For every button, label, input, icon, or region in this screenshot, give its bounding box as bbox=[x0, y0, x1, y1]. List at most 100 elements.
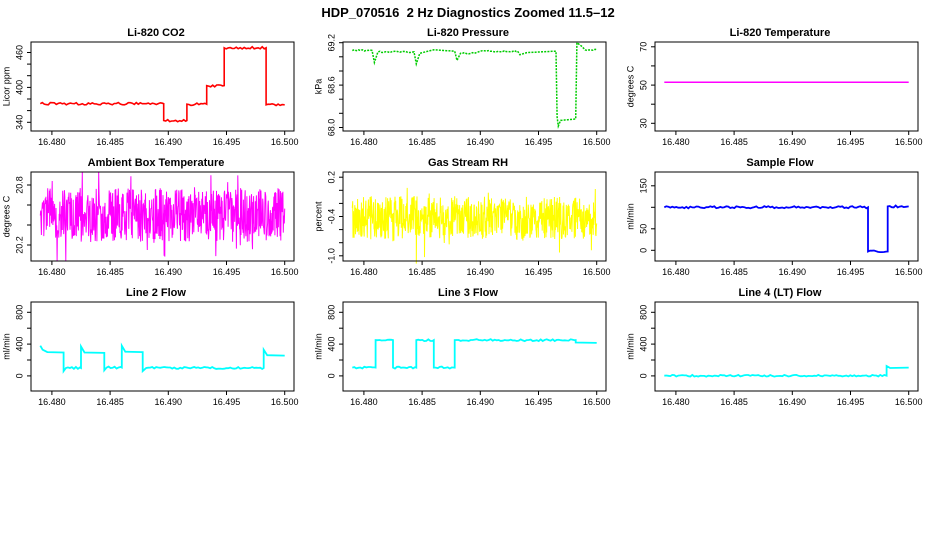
y-axis-label: Licor ppm bbox=[1, 67, 11, 107]
chart-title: Li-820 Pressure bbox=[427, 27, 509, 39]
x-tick-label: 16.485 bbox=[408, 397, 436, 407]
chart-title: Ambient Box Temperature bbox=[87, 157, 225, 169]
y-tick-label: 0 bbox=[638, 248, 648, 253]
chart-panel-ambient-box-temperature: 16.480 16.485 16.490 16.495 16.500 20.2 20.8 de… bbox=[0, 155, 312, 285]
chart-li820-pressure: 16.480 16.485 16.490 16.495 16.500 68.0 68.6 69… bbox=[313, 34, 610, 147]
series-line bbox=[39, 45, 285, 123]
chart-ambient-box-temperature: 16.480 16.485 16.490 16.495 16.500 20.2 20.8de… bbox=[1, 171, 299, 277]
chart-title: Li-820 CO2 bbox=[127, 27, 185, 39]
chart-line4-lt-flow: 16.480 16.485 16.490 16.495 16.500 0 400 800 ml/… bbox=[625, 301, 923, 407]
chart-title: Sample Flow bbox=[746, 157, 814, 169]
x-tick-label: 16.495 bbox=[213, 137, 241, 147]
y-tick-label: 69.2 bbox=[326, 34, 336, 52]
y-tick-label: 400 bbox=[638, 337, 648, 352]
x-tick-label: 16.480 bbox=[350, 137, 378, 147]
y-tick-label: 30 bbox=[638, 118, 648, 128]
chart-panel-line4-lt-flow: 16.480 16.485 16.490 16.495 16.500 0 400 800 ml/… bbox=[624, 285, 936, 415]
x-tick-label: 16.500 bbox=[583, 267, 611, 277]
y-tick-label: 20.8 bbox=[14, 176, 24, 194]
y-tick-label: 460 bbox=[14, 45, 24, 60]
plot-box bbox=[342, 171, 607, 262]
plot-box bbox=[30, 41, 295, 132]
y-axis-label: ml/min bbox=[625, 333, 635, 360]
chart-panel-li820-temperature: 16.480 16.485 16.490 16.495 16.500 30 50 70 degr… bbox=[624, 25, 936, 155]
x-tick-label: 16.500 bbox=[895, 137, 923, 147]
chart-gas-stream-rh: 16.480 16.485 16.490 16.495 16.500 -1.0 -0.4 0.… bbox=[313, 171, 611, 277]
series-line bbox=[39, 342, 285, 374]
x-tick-label: 16.490 bbox=[155, 397, 183, 407]
chart-line3-flow: 16.480 16.485 16.490 16.495 16.500 0 400 800 ml/… bbox=[313, 301, 611, 407]
series-line bbox=[351, 187, 598, 264]
series-line bbox=[39, 171, 286, 262]
y-axis-label: ml/min bbox=[1, 333, 11, 360]
x-tick-label: 16.495 bbox=[837, 397, 865, 407]
x-tick-label: 16.480 bbox=[662, 267, 690, 277]
plot-box bbox=[342, 301, 607, 392]
chart-panel-gas-stream-rh: 16.480 16.485 16.490 16.495 16.500 -1.0 -0.4 0.… bbox=[312, 155, 624, 285]
x-tick-label: 16.500 bbox=[271, 267, 299, 277]
y-axis-label: degrees C bbox=[625, 65, 635, 107]
x-tick-label: 16.485 bbox=[408, 267, 436, 277]
x-tick-label: 16.480 bbox=[662, 397, 690, 407]
y-tick-label: 400 bbox=[14, 337, 24, 352]
x-tick-label: 16.485 bbox=[96, 137, 124, 147]
chart-panel-line2-flow: 16.480 16.485 16.490 16.495 16.500 0 400 800 ml/… bbox=[0, 285, 312, 415]
x-tick-label: 16.495 bbox=[837, 267, 865, 277]
x-tick-label: 16.500 bbox=[895, 397, 923, 407]
y-tick-label: 0 bbox=[638, 373, 648, 378]
x-tick-label: 16.480 bbox=[38, 267, 66, 277]
x-tick-label: 16.490 bbox=[467, 137, 495, 147]
x-tick-label: 16.495 bbox=[525, 397, 553, 407]
plot-box bbox=[654, 301, 919, 392]
y-tick-label: 50 bbox=[638, 80, 648, 90]
y-tick-label: 0 bbox=[326, 373, 336, 378]
x-tick-label: 16.495 bbox=[837, 137, 865, 147]
x-tick-label: 16.490 bbox=[467, 267, 495, 277]
x-tick-label: 16.490 bbox=[155, 267, 183, 277]
chart-panel-sample-flow: 16.480 16.485 16.490 16.495 16.500 0 50 150 ml/m… bbox=[624, 155, 936, 285]
y-tick-label: 0.2 bbox=[326, 171, 336, 184]
y-tick-label: -1.0 bbox=[326, 248, 336, 264]
x-tick-label: 16.490 bbox=[779, 267, 807, 277]
chart-title: Line 2 Flow bbox=[126, 287, 186, 299]
plot-box bbox=[30, 301, 295, 392]
y-tick-label: 400 bbox=[326, 337, 336, 352]
y-axis-label: percent bbox=[313, 201, 323, 232]
series-line bbox=[664, 364, 909, 378]
y-tick-label: 68.0 bbox=[326, 119, 336, 137]
y-tick-label: 800 bbox=[14, 305, 24, 320]
chart-title: Line 4 (LT) Flow bbox=[738, 287, 822, 299]
plot-box bbox=[342, 41, 607, 132]
chart-title: Line 3 Flow bbox=[438, 287, 498, 299]
x-tick-label: 16.485 bbox=[720, 137, 748, 147]
y-tick-label: 400 bbox=[14, 80, 24, 95]
plot-box bbox=[654, 41, 919, 132]
y-tick-label: 800 bbox=[326, 305, 336, 320]
x-tick-label: 16.485 bbox=[96, 397, 124, 407]
x-tick-label: 16.480 bbox=[350, 267, 378, 277]
y-tick-label: -0.4 bbox=[326, 209, 336, 225]
x-tick-label: 16.500 bbox=[583, 397, 611, 407]
page-title: HDP_070516 2 Hz Diagnostics Zoomed 11.5–… bbox=[321, 5, 615, 20]
x-tick-label: 16.485 bbox=[720, 397, 748, 407]
x-tick-label: 16.485 bbox=[720, 267, 748, 277]
x-tick-label: 16.490 bbox=[155, 137, 183, 147]
x-tick-label: 16.500 bbox=[895, 267, 923, 277]
chart-title: Li-820 Temperature bbox=[729, 27, 831, 39]
chart-line2-flow: 16.480 16.485 16.490 16.495 16.500 0 400 800 ml/… bbox=[1, 301, 298, 407]
series-line bbox=[352, 338, 597, 370]
y-tick-label: 68.6 bbox=[326, 76, 336, 94]
y-axis-label: ml/min bbox=[625, 203, 635, 230]
x-tick-label: 16.480 bbox=[38, 397, 66, 407]
chart-title: Gas Stream RH bbox=[427, 157, 509, 169]
y-axis-label: degrees C bbox=[1, 195, 11, 237]
plot-box bbox=[654, 171, 919, 262]
chart-sample-flow: 16.480 16.485 16.490 16.495 16.500 0 50 150ml/m… bbox=[625, 171, 923, 277]
x-tick-label: 16.495 bbox=[213, 397, 241, 407]
y-tick-label: 50 bbox=[638, 224, 648, 234]
x-tick-label: 16.480 bbox=[350, 397, 378, 407]
y-tick-label: 0 bbox=[14, 373, 24, 378]
y-tick-label: 150 bbox=[638, 178, 648, 193]
plot-box bbox=[30, 171, 295, 262]
